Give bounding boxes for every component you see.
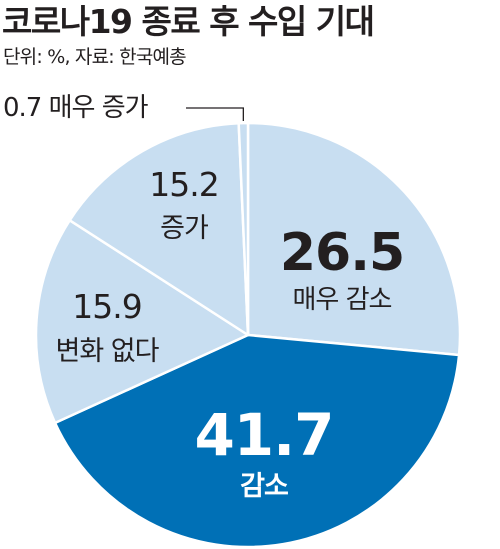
pie-slice-4 bbox=[68, 121, 250, 337]
category-label-1: 매우 감소 bbox=[293, 285, 392, 315]
pie-slice-5 bbox=[237, 121, 250, 337]
value-label-4: 15.2 bbox=[149, 165, 218, 204]
pie-slice-2 bbox=[53, 333, 461, 549]
leader-line bbox=[186, 107, 244, 122]
category-label-4: 증가 bbox=[160, 213, 208, 244]
chart-title: 코로나19 종료 후 수입 기대 bbox=[2, 2, 375, 41]
pie-slice-3 bbox=[34, 219, 250, 425]
category-label-3: 변화 없다 bbox=[56, 336, 160, 367]
category-label-2: 감소 bbox=[240, 471, 288, 502]
value-label-2: 41.7 bbox=[194, 401, 333, 469]
value-label-1: 26.5 bbox=[280, 223, 404, 283]
value-label-3: 15.9 bbox=[72, 287, 141, 326]
chart-source: 단위: %, 자료: 한국예총 bbox=[3, 46, 187, 68]
data-label-5: 0.7 매우 증가 bbox=[3, 93, 149, 123]
pie-slice-1 bbox=[246, 121, 462, 357]
